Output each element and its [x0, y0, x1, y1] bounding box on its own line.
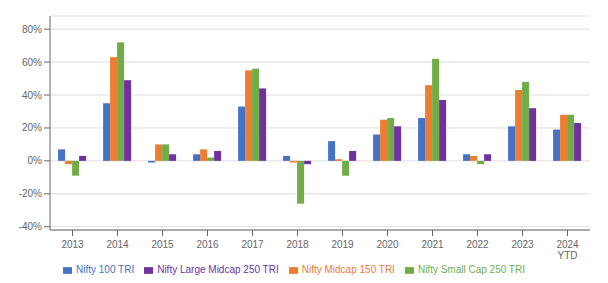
- svg-text:2023: 2023: [511, 239, 534, 250]
- svg-text:2014: 2014: [106, 239, 129, 250]
- svg-text:2019: 2019: [331, 239, 354, 250]
- svg-text:2015: 2015: [151, 239, 174, 250]
- svg-text:0%: 0%: [28, 155, 43, 166]
- svg-text:60%: 60%: [22, 57, 42, 68]
- svg-text:2016: 2016: [196, 239, 219, 250]
- svg-text:2021: 2021: [421, 239, 444, 250]
- svg-text:2018: 2018: [286, 239, 309, 250]
- svg-text:-20%: -20%: [19, 188, 42, 199]
- svg-text:2013: 2013: [61, 239, 84, 250]
- html-text:Nifty Midcap 150 TRI: Nifty Midcap 150 TRI: [301, 264, 395, 275]
- svg-text:40%: 40%: [22, 90, 42, 101]
- html-text:Nifty 100 TRI: Nifty 100 TRI: [76, 264, 135, 275]
- svg-text:80%: 80%: [22, 24, 42, 35]
- svg-text:2017: 2017: [241, 239, 264, 250]
- svg-text:20%: 20%: [22, 122, 42, 133]
- svg-text:2020: 2020: [376, 239, 399, 250]
- svg-text:-40%: -40%: [19, 221, 42, 232]
- svg-text:2022: 2022: [466, 239, 489, 250]
- html-text:Nifty Small Cap 250 TRI: Nifty Small Cap 250 TRI: [417, 264, 525, 275]
- svg-text:2024YTD: 2024YTD: [556, 239, 579, 261]
- html-text:Nifty Large Midcap 250 TRI: Nifty Large Midcap 250 TRI: [157, 264, 279, 275]
